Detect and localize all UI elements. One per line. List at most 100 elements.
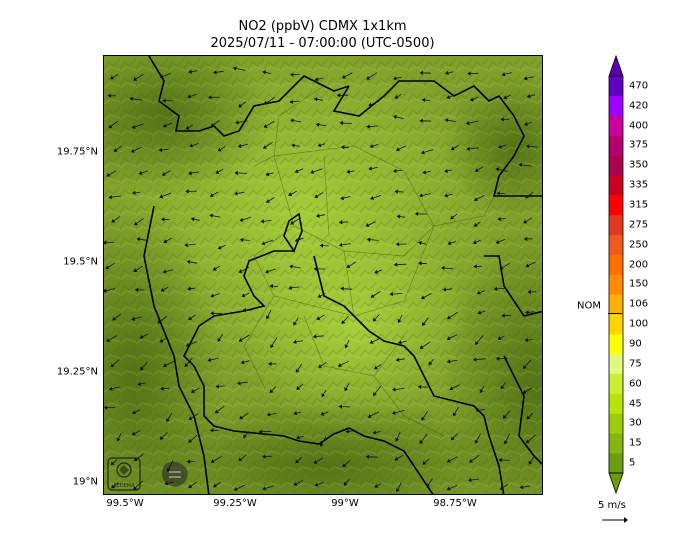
wind-vector — [422, 410, 428, 419]
wind-vector — [320, 293, 326, 297]
wind-vector — [526, 76, 534, 79]
wind-vector-head — [296, 435, 301, 440]
wind-vector — [425, 170, 431, 173]
wind-vector — [111, 195, 121, 198]
wind-vector — [292, 100, 300, 103]
wind-vector — [298, 383, 304, 389]
wind-vector — [264, 485, 274, 489]
wind-vector-head — [269, 389, 274, 394]
wind-vector-head — [467, 71, 471, 76]
wind-vector — [168, 460, 174, 470]
wind-vector — [189, 93, 197, 97]
wind-vector-head — [137, 381, 142, 387]
wind-vector — [107, 262, 115, 268]
wind-vector — [159, 315, 168, 323]
wind-vector — [477, 166, 484, 171]
wind-vector — [395, 116, 404, 119]
wind-vector-head — [187, 94, 192, 99]
wind-vector-head — [338, 242, 343, 247]
wind-vector — [215, 265, 221, 270]
wind-vector-head — [369, 340, 374, 344]
wind-vector — [447, 71, 454, 74]
wind-vector — [242, 216, 252, 221]
wind-vector — [375, 431, 381, 433]
wind-vector-head — [473, 197, 478, 202]
wind-vector-head — [527, 289, 532, 295]
wind-vector-head — [499, 486, 504, 490]
wind-vector-head — [319, 243, 324, 248]
wind-vector — [421, 193, 431, 196]
wind-vector — [243, 292, 250, 296]
sedema-logo: SEDEMA — [107, 457, 141, 491]
wind-vector — [240, 101, 247, 107]
wind-vector-head — [524, 337, 529, 343]
colorbar-segment — [609, 155, 623, 176]
wind-vector-head — [185, 189, 189, 194]
wind-vector — [265, 141, 273, 148]
wind-vector-head — [422, 170, 427, 175]
wind-vector-head — [473, 264, 477, 269]
wind-vector — [501, 262, 511, 269]
wind-vector-head — [214, 409, 219, 414]
wind-vector — [265, 71, 272, 74]
wind-vector-head — [258, 429, 263, 434]
wind-vector-head — [525, 263, 530, 268]
wind-vector-head — [372, 317, 377, 322]
wind-vector-head — [528, 460, 533, 465]
wind-vector — [376, 364, 382, 368]
wind-vector-head — [188, 69, 193, 74]
wind-vector — [297, 363, 303, 371]
wind-vector-head — [266, 315, 270, 320]
wind-vector — [190, 413, 199, 419]
map-panel[interactable]: SEDEMA — [103, 55, 543, 495]
wind-vector-head — [497, 144, 502, 149]
wind-vector-head — [289, 99, 293, 104]
wind-vector — [443, 267, 454, 270]
wind-vector — [271, 337, 278, 346]
wind-vector — [241, 412, 249, 419]
wind-vector — [263, 220, 272, 222]
wind-vector — [396, 454, 404, 460]
wind-vector-head — [159, 435, 164, 440]
wind-vector-head — [288, 285, 292, 290]
wind-vector-head — [365, 454, 370, 459]
wind-vector — [423, 317, 429, 324]
wind-vector-head — [468, 477, 472, 483]
y-tick-label: 19.5°N — [63, 256, 98, 268]
wind-vector — [501, 484, 509, 489]
wind-vector — [475, 239, 482, 243]
wind-vector — [349, 170, 355, 173]
wind-vector-head — [107, 93, 111, 98]
wind-vector — [498, 238, 506, 243]
wind-vector-head — [446, 336, 451, 341]
wind-vector-head — [524, 121, 528, 126]
wind-vector-head — [392, 387, 396, 392]
wind-vector-head — [372, 430, 377, 435]
wind-vector-head — [446, 486, 451, 491]
wind-key-label: 5 m/s — [598, 500, 626, 511]
wind-vector-head — [209, 428, 214, 433]
wind-vector — [369, 239, 379, 241]
wind-vector — [161, 431, 168, 439]
wind-vector-head — [373, 392, 377, 397]
colorbar-tick-label: 470 — [629, 80, 649, 92]
wind-vector-head — [234, 191, 238, 196]
wind-vector — [480, 310, 486, 314]
wind-vector — [315, 335, 324, 337]
wind-vector — [296, 411, 302, 414]
wind-vector — [112, 359, 120, 366]
wind-vector-head — [395, 437, 399, 442]
wind-vector-head — [369, 144, 374, 149]
wind-vector — [318, 314, 325, 319]
wind-vector — [218, 333, 224, 340]
wind-vector — [424, 458, 430, 463]
wind-vector-head — [189, 143, 194, 148]
wind-vector-head — [310, 169, 315, 174]
wind-vector — [165, 237, 172, 242]
wind-vector-head — [366, 124, 370, 129]
wind-vector — [295, 340, 304, 343]
wind-vector-head — [419, 118, 423, 123]
wind-vector-head — [446, 315, 451, 320]
wind-vector-head — [396, 488, 400, 493]
colorbar-tick-label: 275 — [629, 219, 649, 231]
